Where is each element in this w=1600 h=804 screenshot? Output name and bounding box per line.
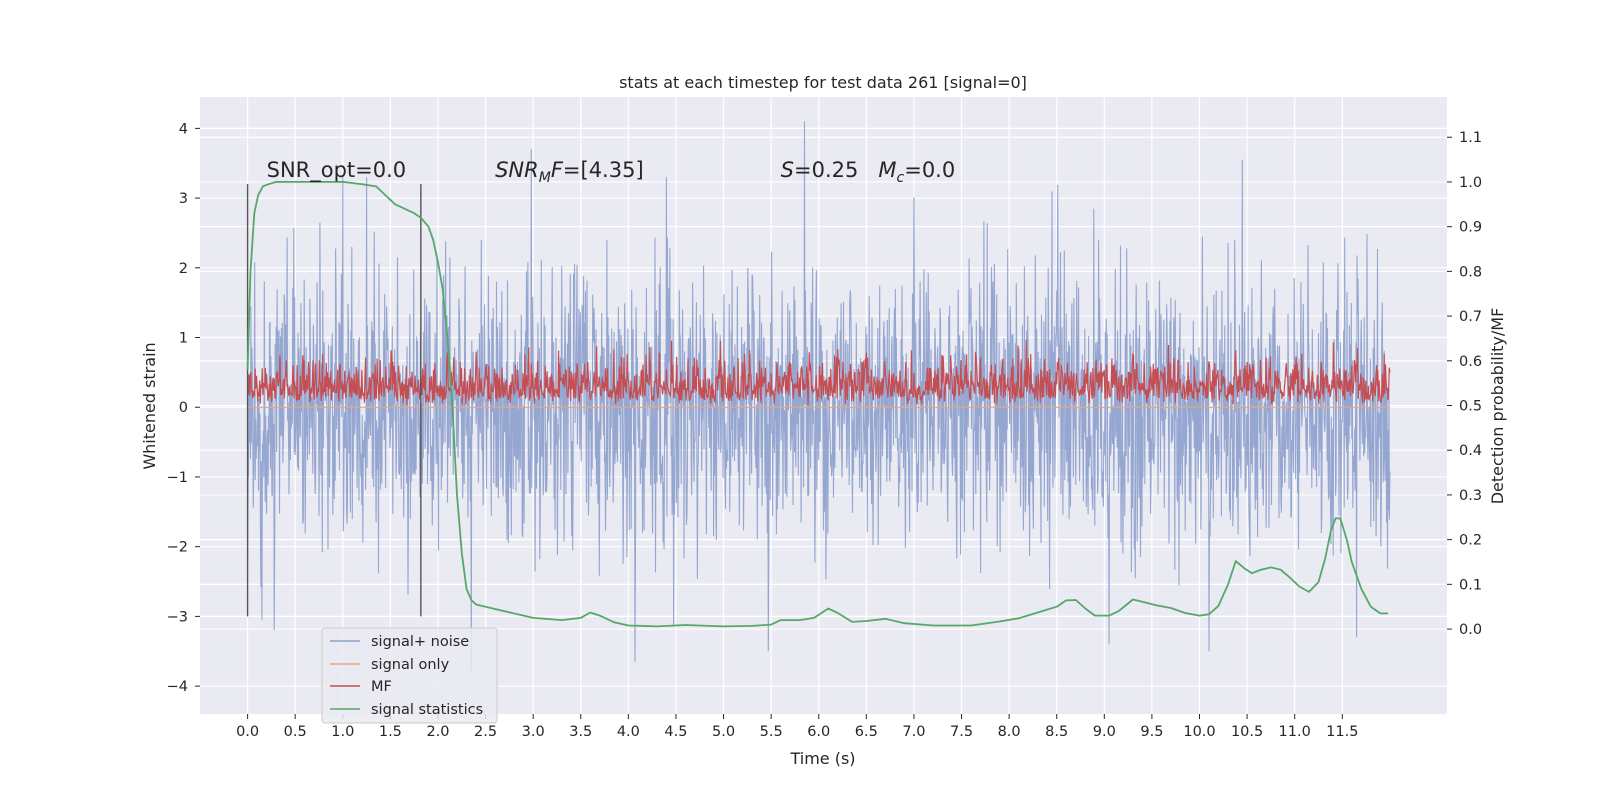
vertical-markers (246, 184, 422, 617)
y2-tick-label-0-6: 0.6 (1459, 354, 1482, 370)
legend: signal+ noise signal only MF signal stat… (321, 627, 498, 724)
x-tick-label-5-5: 5.5 (760, 724, 783, 740)
x-tick-label-4: 4.0 (617, 724, 640, 740)
annotation-s-value: =0.25 (794, 158, 878, 182)
y2-tick-label-0-9: 0.9 (1459, 220, 1482, 236)
y-axis-ticks: −4 −3 −2 −1 0 1 2 3 4 (167, 121, 200, 695)
legend-label-signal-plus-noise: signal+ noise (371, 634, 469, 650)
x-tick-label-1: 1.0 (331, 724, 354, 740)
x-tick-label-4-5: 4.5 (664, 724, 687, 740)
y-tick-label-3: 3 (179, 191, 188, 207)
x-tick-label-9: 9.0 (1093, 724, 1116, 740)
signal-plus-noise-line (247, 121, 1391, 673)
x-axis-ticks: 0.0 0.5 1.0 1.5 2.0 2.5 3.0 3.5 4.0 4.5 5.0 5.5 6.0 6… (236, 714, 1358, 740)
x-tick-label-6: 6.0 (807, 724, 830, 740)
series-mf (247, 339, 1391, 406)
y2-tick-label-0-5: 0.5 (1459, 399, 1482, 415)
x-tick-label-2-5: 2.5 (474, 724, 497, 740)
x-tick-label-10: 10.0 (1183, 724, 1215, 740)
y-tick-label-1: 1 (179, 331, 188, 347)
chart-title: stats at each timestep for test data 261… (619, 73, 1027, 92)
annotation-snr-mf-letter: F (551, 158, 564, 182)
x-tick-label-3: 3.0 (522, 724, 545, 740)
y2-tick-label-0-1: 0.1 (1459, 577, 1482, 593)
x-tick-label-1-5: 1.5 (379, 724, 402, 740)
legend-item-signal-only: signal only (330, 657, 450, 673)
y2-tick-label-0-7: 0.7 (1459, 309, 1482, 325)
y-tick-label--4: −4 (167, 679, 188, 695)
x-tick-label-6-5: 6.5 (855, 724, 878, 740)
y-tick-label--3: −3 (167, 609, 188, 625)
annotation-s-mc: S=0.25 Mc=0.0 (781, 158, 956, 186)
y2-tick-label-1: 1.0 (1459, 175, 1482, 191)
legend-label-signal-statistics: signal statistics (371, 702, 483, 718)
x-tick-label-10-5: 10.5 (1231, 724, 1263, 740)
x-axis-label: Time (s) (789, 749, 855, 768)
legend-box (321, 627, 498, 724)
y-tick-label--2: −2 (167, 540, 188, 556)
y2-tick-label-0-8: 0.8 (1459, 264, 1482, 280)
annotation-mc-value: =0.0 (904, 158, 955, 182)
series-signal-statistics (246, 181, 1388, 628)
y-tick-label-0: 0 (179, 400, 188, 416)
x-tick-label-7-5: 7.5 (950, 724, 973, 740)
annotation-snr-opt: SNR_opt=0.0 (267, 158, 407, 183)
y-axis-label: Whitened strain (140, 342, 159, 469)
x-tick-label-0: 0.0 (236, 724, 259, 740)
x-tick-label-7: 7.0 (902, 724, 925, 740)
y-tick-label-4: 4 (179, 121, 188, 137)
legend-label-mf: MF (371, 679, 392, 695)
legend-item-signal-plus-noise: signal+ noise (330, 634, 469, 650)
y-tick-label--1: −1 (167, 470, 188, 486)
legend-item-signal-statistics: signal statistics (330, 702, 483, 718)
signal-statistics-line (246, 181, 1388, 628)
x-tick-label-9-5: 9.5 (1140, 724, 1163, 740)
x-tick-label-8: 8.0 (998, 724, 1021, 740)
y2-tick-label-0-4: 0.4 (1459, 443, 1482, 459)
y2-axis-ticks: 0.0 0.1 0.2 0.3 0.4 0.5 0.6 0.7 0.8 0.9 1.0 1.1 (1447, 130, 1482, 638)
mf-line (247, 339, 1391, 406)
x-tick-label-5: 5.0 (712, 724, 735, 740)
y2-tick-label-1-1: 1.1 (1459, 130, 1482, 146)
x-tick-label-11: 11.0 (1279, 724, 1311, 740)
legend-item-mf: MF (330, 679, 392, 695)
annotation-snr-mf-value: =[4.35] (563, 158, 644, 182)
x-tick-label-2: 2.0 (426, 724, 449, 740)
annotations: SNR_opt=0.0 SNRMF=[4.35] S=0.25 Mc=0.0 (267, 158, 956, 186)
annotation-mc-symbol: M (878, 158, 896, 182)
y2-tick-label-0: 0.0 (1459, 622, 1482, 638)
annotation-mc-sub: c (897, 170, 905, 186)
x-tick-label-3-5: 3.5 (569, 724, 592, 740)
y2-axis-label: Detection probability/MF (1488, 308, 1507, 505)
x-tick-label-11-5: 11.5 (1326, 724, 1358, 740)
x-tick-label-0-5: 0.5 (284, 724, 307, 740)
legend-label-signal-only: signal only (371, 657, 450, 673)
y-tick-label-2: 2 (179, 261, 188, 277)
annotation-snr-mf: SNRMF=[4.35] (495, 158, 644, 186)
x-tick-label-8-5: 8.5 (1045, 724, 1068, 740)
annotation-snr-mf-base: SNR (495, 158, 539, 182)
y2-tick-label-0-2: 0.2 (1459, 533, 1482, 549)
annotation-snr-mf-sub: M (539, 170, 551, 186)
annotation-s-symbol: S (781, 158, 794, 182)
y2-tick-label-0-3: 0.3 (1459, 488, 1482, 504)
series-signal-plus-noise (247, 121, 1391, 673)
